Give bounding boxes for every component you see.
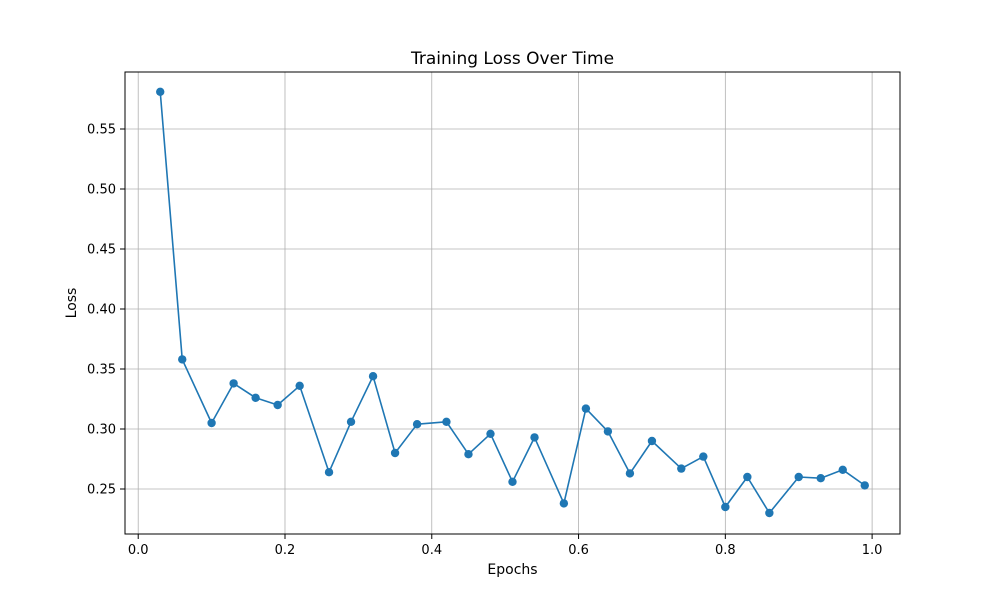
loss-point: [368, 372, 378, 381]
x-tick-label: 1.0: [862, 543, 883, 558]
y-tick-label: 0.50: [87, 183, 116, 198]
loss-point: [860, 481, 869, 490]
loss-point: [816, 474, 825, 483]
x-axis-label: Epochs: [487, 562, 537, 578]
loss-point: [486, 429, 495, 438]
series-layer: [156, 87, 869, 518]
loss-point: [412, 420, 422, 429]
loss-point: [346, 417, 356, 426]
loss-point: [603, 427, 613, 436]
x-tick-label: 0.6: [568, 543, 589, 558]
chart-title: Training Loss Over Time: [410, 49, 614, 69]
loss-point: [838, 465, 847, 474]
y-tick-label: 0.25: [87, 483, 116, 498]
plot-frame: [124, 71, 901, 535]
loss-point: [324, 468, 334, 477]
loss-point: [765, 508, 774, 518]
loss-point: [530, 433, 539, 442]
loss-point: [647, 436, 657, 446]
loss-point: [625, 469, 635, 478]
x-tick-label: 0.0: [128, 543, 149, 558]
grid-lines: [125, 72, 900, 534]
x-tick-label: 0.8: [715, 543, 736, 558]
y-tick-label: 0.30: [87, 423, 116, 438]
loss-point: [251, 393, 260, 402]
y-tick-label: 0.45: [87, 243, 116, 258]
loss-point: [178, 355, 187, 364]
loss-point: [229, 379, 238, 388]
loss-point: [390, 448, 400, 458]
y-axis-label: Loss: [64, 288, 80, 319]
loss-point: [273, 400, 282, 410]
y-tick-label: 0.35: [87, 363, 116, 378]
loss-line: [159, 91, 866, 514]
loss-point: [677, 464, 686, 473]
loss-point: [581, 404, 591, 413]
loss-point: [794, 472, 803, 482]
y-axis: 0.25 0.30 0.35 0.40 0.45 0.50 0.55: [87, 123, 125, 498]
loss-point: [207, 418, 216, 428]
y-tick-label: 0.40: [87, 303, 116, 318]
loss-point: [699, 452, 708, 461]
x-axis: 0.0 0.2 0.4 0.6 0.8 1.0: [128, 534, 883, 558]
loss-point: [721, 502, 730, 512]
loss-point: [743, 472, 752, 482]
x-tick-label: 0.2: [275, 543, 296, 558]
loss-point: [464, 450, 473, 459]
y-tick-label: 0.55: [87, 123, 116, 138]
loss-point: [295, 381, 304, 390]
loss-point: [156, 87, 165, 97]
loss-point: [559, 499, 569, 508]
loss-point: [442, 417, 451, 426]
x-tick-label: 0.4: [421, 543, 442, 558]
loss-point: [508, 477, 517, 486]
